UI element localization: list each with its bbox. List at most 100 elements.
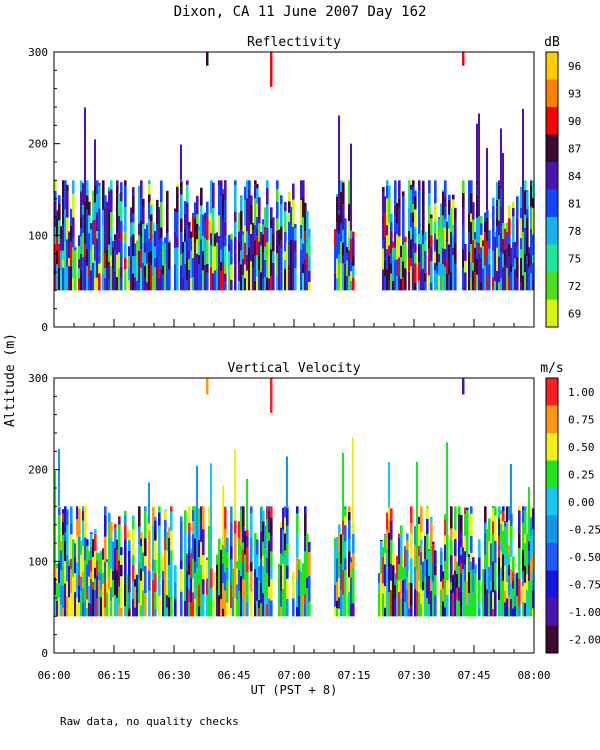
p1-echo-cell — [144, 538, 147, 556]
p1-echo-cell — [492, 521, 495, 535]
p0-echo-cell — [504, 228, 507, 250]
p0-echo-cell — [94, 260, 97, 278]
p1-plume — [416, 461, 418, 570]
p1-echo-cell — [304, 603, 307, 617]
p0-echo-cell — [132, 256, 135, 274]
p1-echo-cell — [174, 599, 177, 617]
p0-echo-cell — [162, 245, 165, 266]
p1-echo-cell — [500, 576, 503, 604]
p0-echo-cell — [390, 246, 393, 254]
p0-echo-cell — [504, 249, 507, 266]
p1-echo-cell — [302, 572, 305, 596]
p1-echo-cell — [202, 579, 205, 595]
p1-echo-cell — [410, 506, 413, 524]
p1-echo-cell — [270, 600, 273, 617]
p0-echo-cell — [140, 275, 143, 291]
p1-echo-cell — [450, 539, 453, 555]
p0-echo-cell — [414, 209, 417, 228]
p0-echo-cell — [58, 195, 61, 205]
p0-echo-cell — [106, 206, 109, 223]
p0-echo-cell — [174, 211, 177, 232]
p0-echo-cell — [186, 184, 189, 203]
p0-echo-cell — [464, 272, 467, 291]
p1-echo-cell — [224, 507, 227, 529]
p0-echo-cell — [288, 264, 291, 291]
p0-echo-cell — [224, 199, 227, 222]
p0-echo-cell — [348, 250, 351, 277]
p0-echo-cell — [264, 246, 267, 260]
p1-echo-cell — [424, 590, 427, 617]
p0-echo-cell — [264, 207, 267, 219]
p1-echo-cell — [404, 601, 407, 617]
p0-echo-cell — [80, 228, 83, 237]
p1-echo-cell — [508, 575, 511, 596]
p0-colorbar-label: 78 — [568, 225, 581, 238]
p1-echo-cell — [166, 550, 169, 569]
p0-echo-cell — [276, 189, 279, 202]
p0-echo-cell — [144, 277, 147, 291]
p0-echo-cell — [484, 232, 487, 253]
p1-echo-cell — [54, 577, 57, 595]
p1-echo-cell — [134, 571, 137, 580]
p0-colorbar-segment — [546, 52, 558, 80]
p1-echo-cell — [224, 590, 227, 617]
p0-echo-cell — [248, 235, 251, 248]
p0-echo-cell — [476, 194, 479, 218]
p0-echo-cell — [412, 267, 415, 291]
p1-echo-cell — [222, 555, 225, 564]
p0-echo-cell — [410, 258, 413, 267]
p0-echo-cell — [444, 248, 447, 267]
p1-echo-cell — [352, 588, 355, 604]
p0-echo-cell — [130, 207, 133, 223]
p1-echo-cell — [418, 592, 421, 617]
p0-echo-cell — [506, 222, 509, 232]
p1-echo-cell — [194, 573, 197, 599]
p0-echo-cell — [198, 225, 201, 231]
p0-echo-cell — [454, 242, 457, 265]
p1-echo-cell — [426, 534, 429, 560]
p0-echo-cell — [244, 242, 247, 265]
p0-echo-cell — [338, 233, 341, 255]
p0-echo-cell — [242, 231, 245, 235]
p1-echo-cell — [196, 567, 199, 571]
p1-echo-cell — [502, 506, 505, 511]
p0-echo-cell — [256, 184, 259, 189]
p0-echo-cell — [102, 191, 105, 210]
p0-echo-cell — [382, 186, 385, 193]
p0-echo-cell — [256, 188, 259, 204]
p1-echo-cell — [306, 537, 309, 563]
p0-echo-cell — [260, 245, 263, 273]
p1-echo-cell — [300, 580, 303, 590]
p0-echo-cell — [246, 254, 249, 271]
p0-echo-cell — [470, 221, 473, 245]
p0-echo-cell — [160, 202, 163, 228]
p1-echo-cell — [282, 506, 285, 508]
p0-echo-cell — [86, 248, 89, 266]
p0-echo-cell — [384, 276, 387, 291]
p1-echo-cell — [280, 522, 283, 528]
p1-echo-cell — [108, 512, 111, 523]
p0-echo-cell — [240, 250, 243, 265]
p0-echo-cell — [168, 240, 171, 243]
p0-echo-cell — [266, 204, 269, 229]
p0-echo-cell — [144, 242, 147, 253]
p0-echo-cell — [144, 252, 147, 266]
p0-echo-cell — [342, 256, 345, 264]
p1-echo-cell — [470, 535, 473, 553]
p0-echo-cell — [60, 226, 63, 240]
p1-echo-cell — [260, 582, 263, 604]
p1-echo-cell — [526, 534, 529, 558]
p0-echo-cell — [500, 205, 503, 227]
p0-echo-cell — [412, 186, 415, 205]
p1-y-tick-label: 0 — [41, 647, 48, 660]
p0-echo-cell — [492, 276, 495, 291]
p1-echo-cell — [394, 584, 397, 599]
p1-echo-cell — [60, 550, 63, 571]
p1-echo-cell — [432, 589, 435, 617]
p1-echo-cell — [498, 600, 501, 617]
p1-echo-cell — [384, 564, 387, 587]
p1-echo-cell — [190, 602, 193, 617]
p0-echo-cell — [250, 233, 253, 262]
p0-echo-cell — [82, 204, 85, 215]
p1-echo-cell — [114, 547, 117, 568]
